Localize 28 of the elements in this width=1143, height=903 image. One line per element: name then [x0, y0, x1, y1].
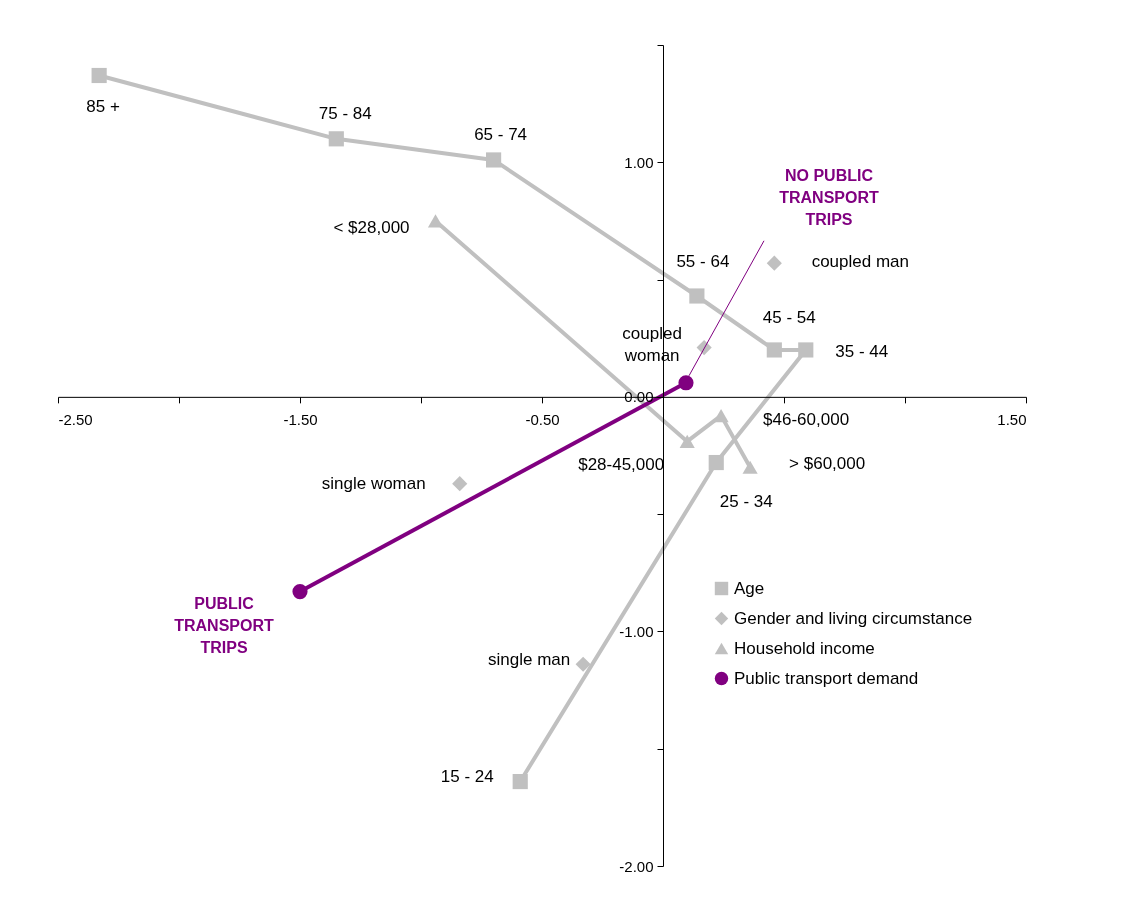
annotation: 15 - 24: [440, 766, 494, 786]
x-tick-label: 1.50: [997, 411, 1027, 429]
x-tick-label: -1.50: [283, 411, 318, 429]
y-tick-label: -2.00: [619, 857, 654, 875]
y-tick-label: 1.00: [624, 153, 654, 171]
annotation: > $60,000: [789, 454, 866, 474]
annotation: 85 +: [86, 97, 120, 117]
annotation: coupled man: [811, 252, 909, 272]
annotation: 55 - 64: [676, 251, 730, 271]
annotation: 75 - 84: [318, 103, 372, 123]
annotation: $46-60,000: [763, 409, 850, 429]
x-tick-label: -2.50: [58, 411, 93, 429]
legend-label: Gender and living circumstance: [734, 608, 973, 628]
legend-label: Household income: [734, 638, 875, 658]
annotation: 35 - 44: [835, 341, 889, 361]
annotation: 25 - 34: [719, 491, 773, 511]
y-tick-label: -1.00: [619, 622, 654, 640]
annotation: $28-45,000: [578, 455, 665, 475]
legend-label: Age: [734, 578, 765, 598]
annotation: 45 - 54: [762, 307, 816, 327]
annotation: single woman: [321, 473, 426, 493]
annotation: PUBLIC TRANSPORT TRIPS: [174, 594, 274, 656]
annotation: single man: [488, 650, 571, 670]
annotation: 65 - 74: [474, 124, 528, 144]
annotation: < $28,000: [333, 217, 410, 237]
annotation: NO PUBLIC TRANSPORT TRIPS: [779, 166, 879, 228]
x-tick-label: -0.50: [525, 411, 560, 429]
legend-label: Public transport demand: [734, 668, 919, 688]
